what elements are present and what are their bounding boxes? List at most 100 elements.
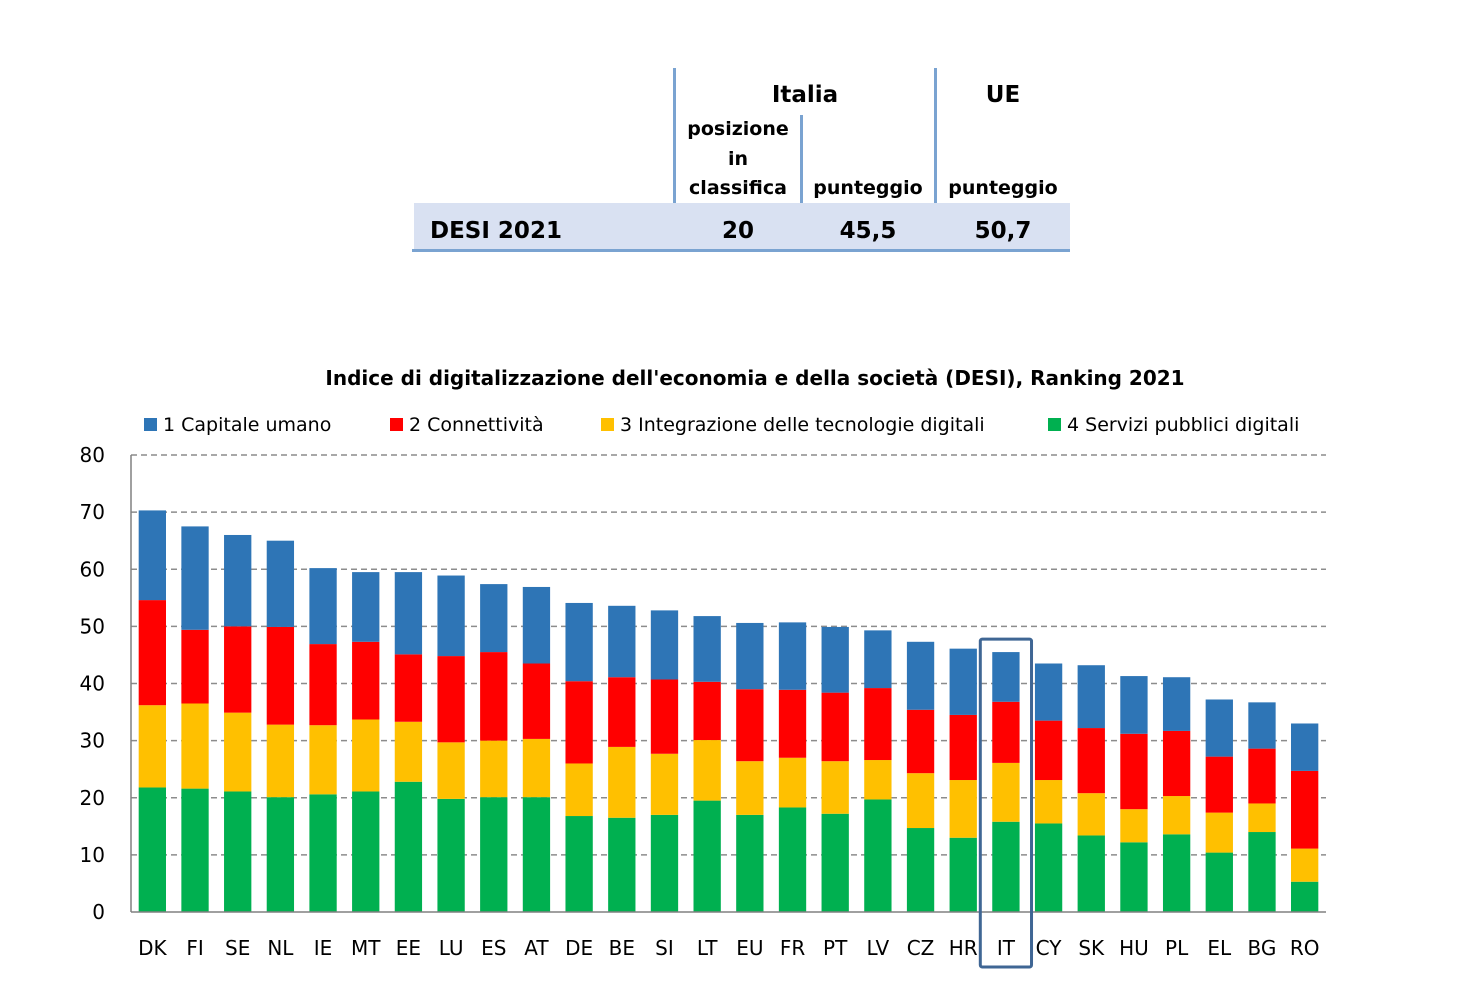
- bar-segment-AT-s2: [522, 738, 551, 798]
- bar-segment-CY-s1: [1034, 823, 1063, 912]
- chart-title: Indice di digitalizzazione dell'economia…: [325, 366, 1184, 390]
- bar-segment-CZ-s2: [906, 773, 935, 829]
- x-tick-label-AT: AT: [524, 936, 549, 960]
- bar-stack-PL: [1162, 677, 1191, 912]
- bar-segment-LV-s1: [864, 799, 892, 912]
- bar-segment-PT-s3: [821, 692, 849, 762]
- chart-legend: 1 Capitale umano 2 Connettività 3 Integraz…: [144, 414, 1299, 436]
- x-tick-label-DK: DK: [138, 936, 167, 960]
- bar-segment-SI-s3: [650, 679, 679, 754]
- bar-segment-IT-s3: [992, 701, 1020, 763]
- bar-segment-ES-s2: [480, 740, 508, 798]
- bar-segment-AT-s1: [522, 797, 551, 912]
- bar-stack-ES: [480, 584, 508, 912]
- bar-segment-EE-s3: [394, 654, 423, 722]
- bar-segment-LV-s3: [864, 688, 892, 761]
- x-tick-label-ES: ES: [481, 936, 506, 960]
- bar-stack-FI: [181, 526, 209, 912]
- bar-segment-SE-s4: [224, 534, 252, 627]
- bar-segment-SE-s2: [224, 712, 252, 792]
- x-tick-label-RO: RO: [1290, 936, 1320, 960]
- header-rank-line1: posizione: [687, 118, 789, 140]
- bar-stack-RO: [1291, 723, 1319, 912]
- bar-segment-HR-s3: [949, 714, 977, 781]
- x-tick-label-SE: SE: [225, 936, 250, 960]
- chart-bars: [138, 510, 1319, 912]
- bar-segment-NL-s1: [266, 797, 295, 912]
- bar-stack-SI: [650, 610, 679, 912]
- bar-segment-EE-s1: [394, 781, 423, 912]
- bar-segment-IE-s4: [309, 568, 337, 645]
- bar-segment-SK-s4: [1077, 665, 1105, 729]
- bar-segment-EE-s4: [394, 572, 423, 655]
- bar-segment-CZ-s1: [906, 828, 935, 912]
- bar-segment-PT-s1: [821, 813, 849, 912]
- x-tick-label-CY: CY: [1036, 936, 1063, 960]
- bar-segment-HR-s1: [949, 837, 977, 912]
- bar-stack-EL: [1205, 699, 1233, 912]
- bar-segment-EL-s4: [1205, 699, 1233, 757]
- bar-segment-CZ-s4: [906, 641, 935, 710]
- bar-segment-IE-s3: [309, 644, 337, 726]
- bar-segment-IE-s1: [309, 794, 337, 912]
- chart-axes: [130, 455, 1326, 913]
- bar-segment-BE-s2: [608, 746, 636, 818]
- x-tick-label-HR: HR: [949, 936, 978, 960]
- bar-segment-EU-s3: [736, 689, 764, 762]
- legend-swatch-3: [601, 418, 614, 431]
- y-tick-label-60: 60: [80, 557, 105, 581]
- bar-segment-NL-s2: [266, 724, 295, 798]
- bar-segment-MT-s3: [352, 641, 380, 720]
- bar-segment-DK-s4: [138, 510, 166, 601]
- bar-segment-EE-s2: [394, 721, 423, 782]
- bar-segment-BG-s2: [1248, 803, 1276, 833]
- bar-segment-SE-s1: [224, 791, 252, 912]
- y-tick-label-10: 10: [80, 843, 105, 867]
- table-rule-2: [800, 115, 803, 252]
- legend-swatch-2: [390, 418, 403, 431]
- table-rule-1: [673, 68, 676, 252]
- bar-segment-RO-s3: [1291, 770, 1319, 849]
- y-tick-label-20: 20: [80, 786, 105, 810]
- bar-segment-CZ-s3: [906, 709, 935, 774]
- header-score-ue: punteggio: [948, 177, 1058, 199]
- bar-stack-LU: [437, 575, 465, 912]
- bar-segment-IT-s2: [992, 762, 1020, 822]
- bar-segment-MT-s1: [352, 791, 380, 912]
- row-label: DESI 2021: [430, 218, 562, 244]
- bar-segment-LT-s2: [693, 740, 721, 801]
- bar-segment-DK-s1: [138, 787, 166, 912]
- bar-segment-FR-s4: [778, 622, 807, 690]
- legend-label-4: 4 Servizi pubblici digitali: [1067, 414, 1299, 436]
- bar-segment-SK-s2: [1077, 793, 1105, 836]
- bar-segment-FI-s4: [181, 526, 209, 630]
- chart-y-labels: 0 10 20 30 40 50 60 70 80: [80, 443, 105, 924]
- x-tick-label-NL: NL: [267, 936, 294, 960]
- bar-segment-CY-s2: [1034, 780, 1063, 824]
- bar-segment-FR-s3: [778, 689, 807, 758]
- bar-stack-HR: [949, 648, 977, 912]
- bar-stack-FR: [778, 622, 807, 912]
- x-tick-label-LV: LV: [867, 936, 890, 960]
- bar-segment-DK-s3: [138, 600, 166, 706]
- bar-segment-PL-s2: [1162, 796, 1191, 835]
- legend-label-1: 1 Capitale umano: [163, 414, 331, 436]
- bar-segment-EL-s3: [1205, 756, 1233, 813]
- x-tick-label-SI: SI: [655, 936, 674, 960]
- bar-segment-IT-s4: [992, 652, 1020, 702]
- bar-stack-CY: [1034, 663, 1063, 912]
- bar-segment-HU-s4: [1120, 676, 1148, 734]
- bar-segment-SI-s2: [650, 753, 679, 815]
- x-tick-label-HU: HU: [1119, 936, 1149, 960]
- bar-segment-LU-s4: [437, 575, 465, 657]
- bar-segment-RO-s1: [1291, 881, 1319, 912]
- bar-segment-ES-s4: [480, 584, 508, 653]
- header-score-it: punteggio: [813, 177, 923, 199]
- bar-segment-SI-s4: [650, 610, 679, 680]
- bar-segment-CY-s4: [1034, 663, 1063, 721]
- bar-segment-PT-s4: [821, 626, 849, 693]
- bar-stack-SE: [224, 534, 252, 912]
- bar-stack-IE: [309, 568, 337, 912]
- legend-swatch-1: [144, 418, 157, 431]
- bar-segment-ES-s1: [480, 797, 508, 912]
